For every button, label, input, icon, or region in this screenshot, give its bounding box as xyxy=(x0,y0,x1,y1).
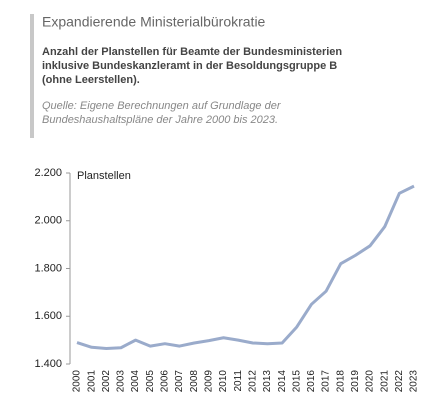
x-tick-label: 2020 xyxy=(365,370,376,393)
x-tick-label: 2017 xyxy=(321,370,332,393)
x-tick-label: 2014 xyxy=(277,370,288,393)
y-tick-label: 2.200 xyxy=(34,167,62,179)
x-tick-label: 2013 xyxy=(262,370,273,393)
y-tick-label: 1.600 xyxy=(34,310,62,322)
x-tick-label: 2021 xyxy=(379,370,390,393)
data-line xyxy=(76,184,415,350)
x-tick-label: 2002 xyxy=(101,370,112,393)
x-tick-label: 2003 xyxy=(116,370,127,393)
x-tick-label: 2010 xyxy=(218,370,229,393)
x-tick-label: 2004 xyxy=(130,370,141,393)
x-tick-label: 2011 xyxy=(233,370,244,392)
x-tick-label: 2018 xyxy=(335,370,346,393)
y-tick-label: 2.000 xyxy=(34,215,62,227)
x-tick-label: 2015 xyxy=(291,370,302,393)
x-tick-label: 2000 xyxy=(72,370,83,393)
y-tick-label: 1.800 xyxy=(34,262,62,274)
x-tick-label: 2019 xyxy=(350,370,361,393)
x-tick-label: 2016 xyxy=(306,370,317,393)
x-tick-label: 2022 xyxy=(394,370,405,393)
source-line: Bundeshaushaltspläne der Jahre 2000 bis … xyxy=(42,114,278,126)
y-tick-label: 1.400 xyxy=(34,358,62,370)
y-axis-label: Planstellen xyxy=(77,170,131,182)
x-tick-label: 2008 xyxy=(189,370,200,393)
accent-bar xyxy=(30,14,34,138)
x-tick-label: 2005 xyxy=(145,370,156,393)
chart-title: Expandierende Ministerialbürokratie xyxy=(42,14,266,30)
subtitle-line: inklusive Bundeskanzleramt in der Besold… xyxy=(42,60,337,72)
x-tick-label: 2009 xyxy=(204,370,215,393)
x-tick-label: 2007 xyxy=(174,370,185,393)
source-line: Quelle: Eigene Berechnungen auf Grundlag… xyxy=(42,100,282,112)
subtitle-line: (ohne Leerstellen). xyxy=(42,74,140,86)
x-tick-label: 2012 xyxy=(247,370,258,393)
subtitle-line: Anzahl der Planstellen für Beamte der Bu… xyxy=(42,46,342,58)
x-tick-label: 2023 xyxy=(409,370,420,393)
x-tick-label: 2006 xyxy=(160,370,171,393)
x-tick-label: 2001 xyxy=(86,370,97,393)
